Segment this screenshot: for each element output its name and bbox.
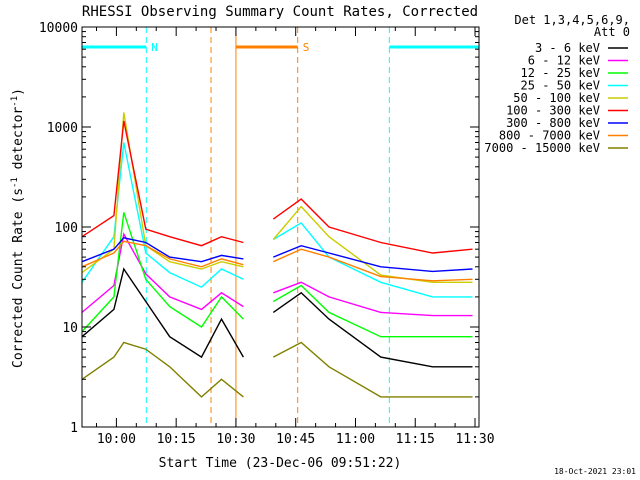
series-line (273, 244, 473, 273)
legend-entry-label: 6 - 12 keV (528, 54, 600, 68)
y-axis-label-sup2: -1 (10, 96, 20, 107)
legend-entry-label: 3 - 6 keV (535, 41, 600, 55)
series-line (81, 212, 244, 333)
series-line (272, 291, 473, 368)
legend-entry-label: 800 - 7000 keV (499, 129, 600, 143)
series-line (272, 341, 473, 398)
x-tick-label: 11:30 (455, 432, 494, 447)
x-tick-label: 10:30 (216, 432, 255, 447)
series-line (81, 341, 244, 398)
series-line (81, 120, 244, 247)
chart-title: RHESSI Observing Summary Count Rates, Co… (82, 4, 478, 20)
series-line (81, 112, 244, 274)
annotation-label: S (303, 41, 310, 54)
legend-entry-label: 12 - 25 keV (521, 66, 600, 80)
y-tick-label: 100 (55, 221, 78, 236)
y-tick-label: 1000 (47, 121, 78, 136)
series-line (272, 284, 473, 338)
x-axis-label: Start Time (23-Dec-06 09:51:22) (159, 456, 402, 471)
series-line (272, 221, 473, 298)
series-line (81, 267, 245, 359)
footer-timestamp: 18-Oct-2021 23:01 (554, 467, 636, 476)
y-tick-label: 10 (62, 321, 78, 336)
series-line (272, 198, 473, 254)
x-tick-label: 11:15 (396, 432, 435, 447)
plot-frame (81, 26, 480, 428)
y-axis-label-sup: -1 (10, 177, 20, 188)
y-axis-label-main: Corrected Count Rate (s (11, 188, 26, 368)
plot-area (81, 112, 473, 398)
y-axis-label-end: ) (11, 88, 26, 96)
x-tick-label: 10:00 (97, 432, 136, 447)
y-tick-label: 1 (70, 421, 78, 436)
series-line (81, 142, 244, 289)
series-line (273, 248, 473, 282)
annotation-label: N (151, 41, 158, 54)
series-line (81, 237, 244, 263)
legend-header-line2: Att 0 (594, 25, 630, 39)
legend-entry-label: 25 - 50 keV (521, 79, 600, 93)
y-axis: 1 10 100 1000 10000 (39, 21, 479, 436)
legend-entry-label: 7000 - 15000 keV (484, 141, 600, 155)
x-tick-label: 10:45 (276, 432, 315, 447)
series-line (272, 205, 473, 283)
y-axis-label: Corrected Count Rate (s-1 detector-1) (10, 88, 26, 368)
y-axis-label-mid: detector (11, 107, 26, 178)
x-axis: 10:00 10:15 10:30 10:45 11:00 11:15 11:30 (95, 27, 495, 447)
x-tick-label: 10:15 (157, 432, 196, 447)
series-line (273, 281, 473, 317)
legend-entry-label: 100 - 300 keV (506, 104, 600, 118)
series-line (81, 240, 244, 268)
x-tick-label: 11:00 (336, 432, 375, 447)
legend-header-line1: Det 1,3,4,5,6,9, (514, 13, 630, 27)
y-tick-label: 10000 (39, 21, 78, 36)
legend-entry-label: 300 - 800 keV (506, 116, 600, 130)
legend-entry-label: 50 - 100 keV (513, 91, 600, 105)
